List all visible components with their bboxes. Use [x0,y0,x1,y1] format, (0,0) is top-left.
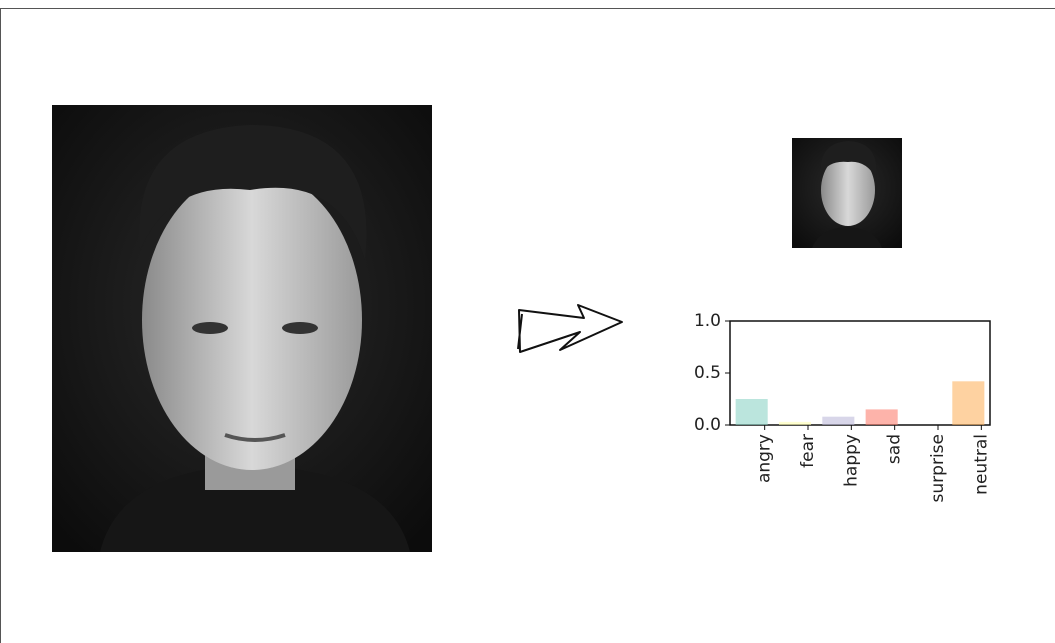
bar [866,409,898,425]
face-thumbnail [792,138,902,248]
arrow [518,305,622,352]
x-tick-label: neutral [971,434,991,495]
bar [736,399,768,425]
bar [952,381,984,425]
y-tick-label: 1.0 [694,311,721,331]
y-tick-label: 0.5 [694,363,721,383]
plot-frame [730,321,990,425]
face-photo [52,105,432,552]
x-tick-label: fear [798,434,818,468]
x-tick-label: sad [885,434,905,464]
page: 0.0 0.5 1.0 angry fear happy sad surprise neutra… [0,0,1055,643]
x-tick-label: surprise [928,434,948,502]
bar [779,422,811,425]
x-tick-label: happy [841,434,861,487]
x-tick-label: angry [755,434,775,483]
y-tick-label: 0.0 [694,415,721,435]
bar [822,417,854,425]
